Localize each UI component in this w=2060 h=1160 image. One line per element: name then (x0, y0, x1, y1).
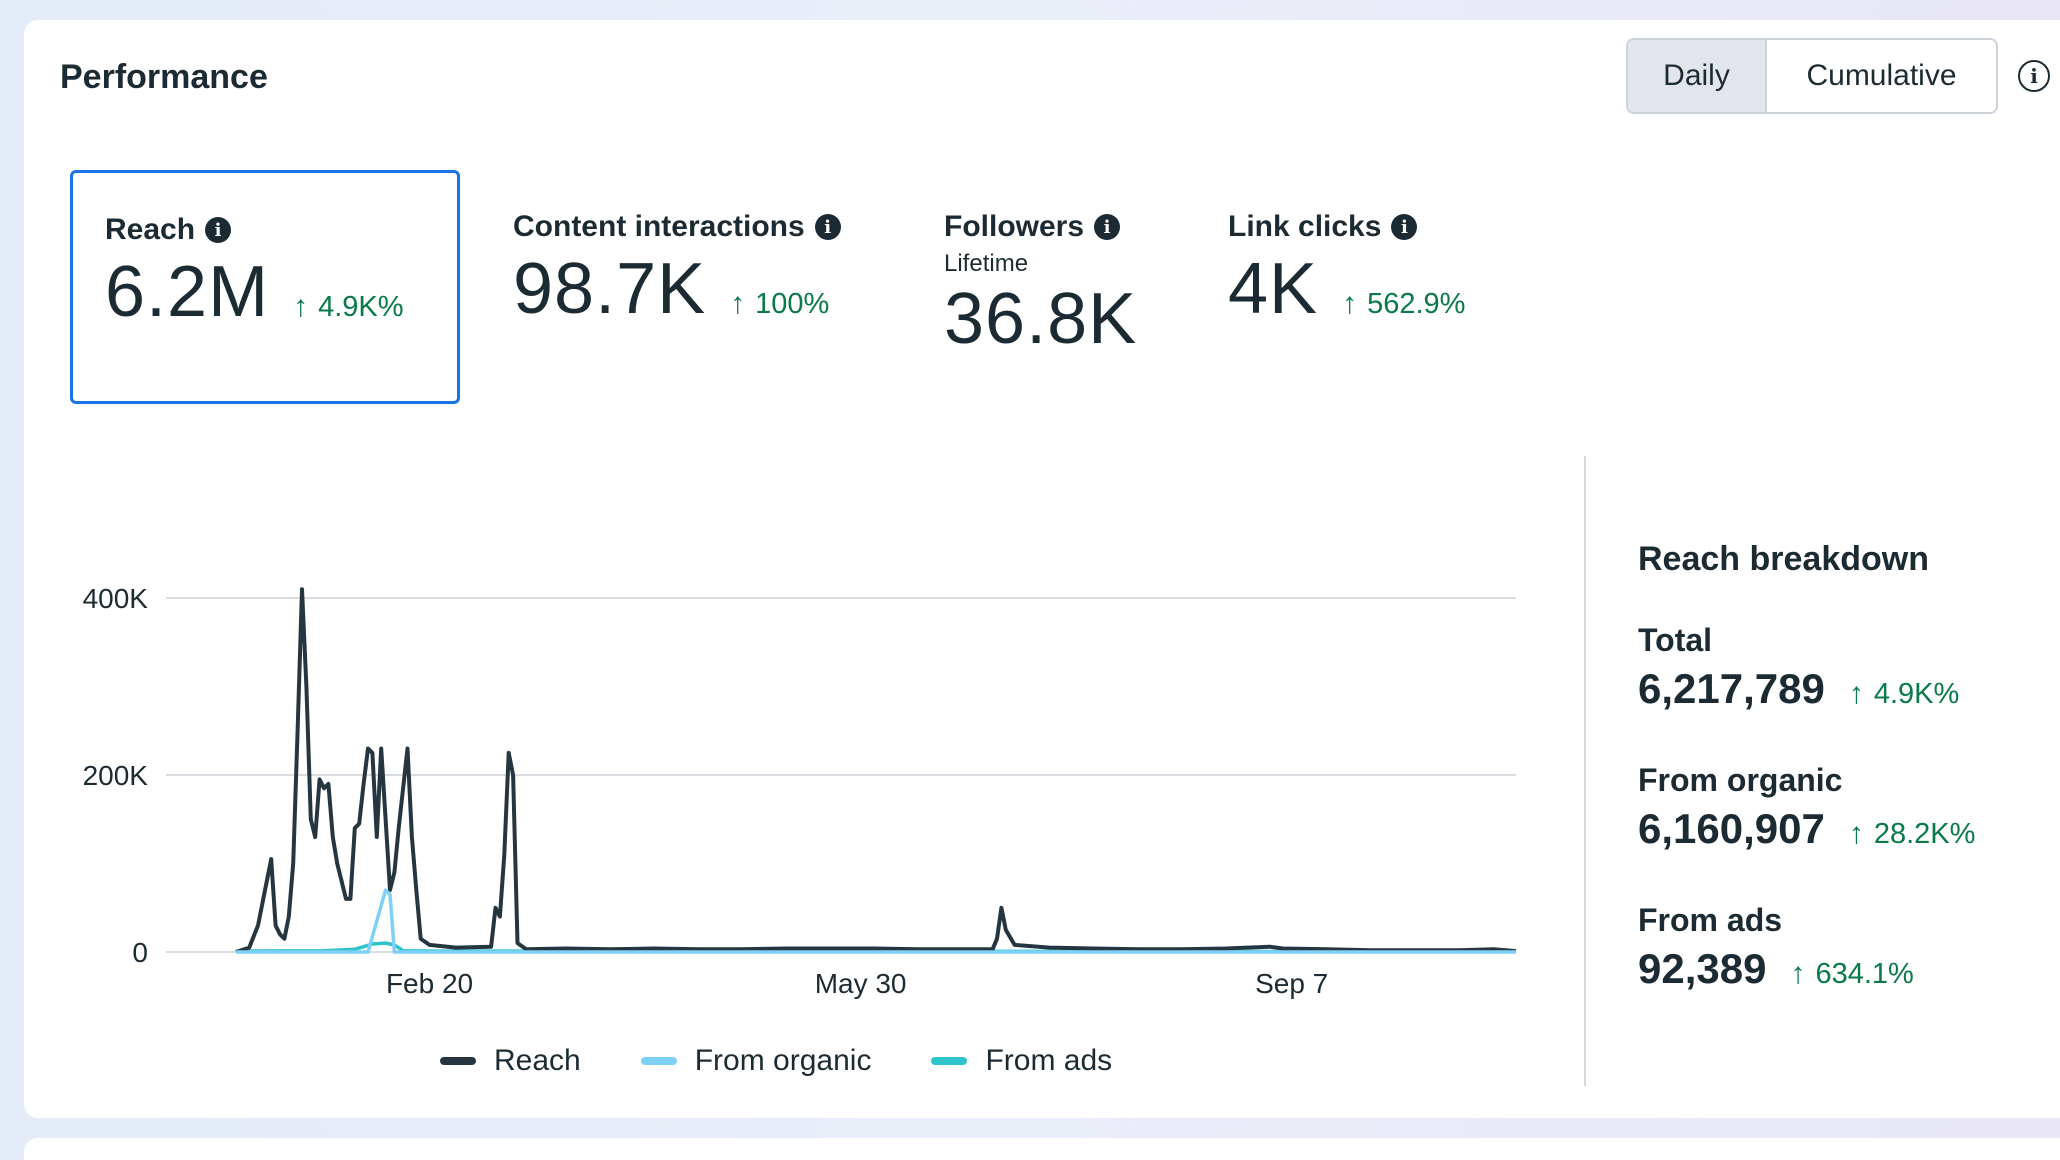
arrow-up-icon: ↑ (1848, 677, 1864, 710)
metric-value: 6.2M (105, 252, 270, 332)
metric-card-link-clicks[interactable]: Link clicks i 4K ↑ 562.9% (1228, 210, 1465, 330)
breakdown-value: 92,389 (1638, 945, 1767, 992)
legend-label: From ads (985, 1044, 1113, 1077)
cumulative-button[interactable]: Cumulative (1767, 40, 1996, 112)
breakdown-value: 6,217,789 (1638, 665, 1825, 712)
breakdown-change: ↑ 28.2K% (1849, 817, 1976, 851)
metric-value: 4K (1228, 249, 1319, 329)
metric-card-followers[interactable]: Followers i Lifetime 36.8K (944, 210, 1137, 360)
info-icon[interactable]: i (1094, 214, 1121, 240)
metric-change: ↑ 100% (730, 287, 829, 321)
arrow-up-icon: ↑ (293, 290, 309, 323)
metric-card-content-interactions[interactable]: Content interactions i 98.7K ↑ 100% (513, 210, 841, 330)
metric-label-text: Followers (944, 210, 1085, 243)
y-tick-label: 400K (83, 583, 149, 614)
metric-value: 36.8K (944, 279, 1138, 359)
metric-change-text: 4.9K% (318, 291, 404, 323)
metric-change-text: 562.9% (1367, 288, 1466, 320)
metric-change-text: 100% (755, 288, 830, 320)
metric-label-text: Link clicks (1228, 210, 1382, 243)
y-tick-label: 200K (83, 760, 149, 791)
series-line-reach[interactable] (235, 587, 1517, 954)
x-tick-label: Feb 20 (386, 968, 473, 999)
legend-item-organic[interactable]: From organic (640, 1044, 872, 1078)
info-icon[interactable]: i (814, 214, 841, 240)
breakdown-change-text: 4.9K% (1873, 678, 1960, 710)
reach-breakdown: Reach breakdown (1638, 540, 1929, 579)
breakdown-row: 6,160,907 ↑ 28.2K% (1638, 805, 1975, 853)
arrow-up-icon: ↑ (1342, 287, 1358, 320)
breakdown-value: 6,160,907 (1638, 805, 1825, 852)
metric-label: Reach i (105, 213, 457, 247)
section-divider (1584, 456, 1586, 1086)
metric-change: ↑ 562.9% (1342, 287, 1465, 321)
metric-sublabel: Lifetime (944, 250, 1029, 277)
metric-label-text: Reach (105, 213, 196, 246)
metric-row: 98.7K ↑ 100% (513, 248, 841, 330)
breakdown-title: Reach breakdown (1638, 540, 1929, 578)
breakdown-row: 92,389 ↑ 634.1% (1638, 945, 1914, 993)
breakdown-item-ads: From ads 92,389 ↑ 634.1% (1638, 902, 1914, 993)
breakdown-label: From ads (1638, 902, 1783, 938)
metric-label: Link clicks i (1228, 210, 1465, 244)
legend-swatch (440, 1057, 476, 1065)
next-card (24, 1138, 2060, 1160)
metric-label: Content interactions i (513, 210, 841, 244)
breakdown-change-text: 28.2K% (1873, 818, 1976, 850)
legend-swatch (640, 1057, 677, 1065)
metric-label-text: Content interactions (513, 210, 805, 243)
legend-label: From organic (694, 1044, 872, 1077)
performance-card (24, 20, 2060, 1118)
metric-row: 6.2M ↑ 4.9K% (105, 251, 457, 333)
info-icon[interactable]: i (2018, 60, 2050, 92)
breakdown-label: From organic (1638, 762, 1843, 798)
chart-legend: Reach From organic From ads (440, 1044, 1112, 1078)
breakdown-item-total: Total 6,217,789 ↑ 4.9K% (1638, 622, 1959, 713)
arrow-up-icon: ↑ (1848, 817, 1864, 850)
arrow-up-icon: ↑ (730, 287, 746, 320)
metric-label: Followers i (944, 210, 1137, 244)
view-toggle: Daily Cumulative (1626, 38, 1998, 114)
x-tick-label: Sep 7 (1255, 968, 1328, 999)
arrow-up-icon: ↑ (1790, 957, 1806, 990)
legend-item-reach[interactable]: Reach (440, 1044, 581, 1078)
metric-value: 98.7K (513, 249, 707, 329)
breakdown-label: Total (1638, 622, 1713, 658)
legend-item-ads[interactable]: From ads (931, 1044, 1112, 1078)
info-icon[interactable]: i (1391, 214, 1418, 240)
breakdown-change: ↑ 634.1% (1790, 957, 1913, 991)
y-tick-label: 0 (132, 937, 148, 968)
daily-button[interactable]: Daily (1628, 40, 1767, 112)
page-title: Performance (60, 58, 268, 96)
metric-row: 36.8K (944, 278, 1137, 360)
breakdown-row: 6,217,789 ↑ 4.9K% (1638, 665, 1959, 713)
breakdown-change: ↑ 4.9K% (1849, 677, 1959, 711)
series-line-from-organic[interactable] (236, 888, 1516, 954)
metric-card-reach[interactable]: Reach i 6.2M ↑ 4.9K% (70, 170, 460, 404)
info-icon[interactable]: i (205, 217, 232, 243)
breakdown-change-text: 634.1% (1815, 958, 1914, 990)
x-tick-label: May 30 (815, 968, 907, 999)
legend-label: Reach (494, 1044, 581, 1077)
metric-row: 4K ↑ 562.9% (1228, 248, 1465, 330)
breakdown-item-organic: From organic 6,160,907 ↑ 28.2K% (1638, 762, 1975, 853)
legend-swatch (931, 1057, 968, 1065)
metric-change: ↑ 4.9K% (293, 290, 403, 324)
